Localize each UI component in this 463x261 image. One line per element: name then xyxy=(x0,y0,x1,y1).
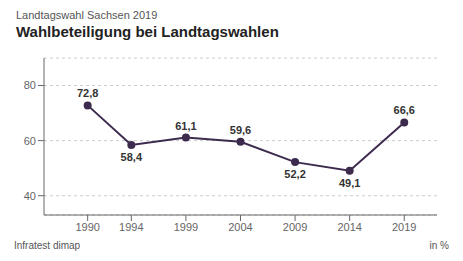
svg-text:59,6: 59,6 xyxy=(230,124,251,136)
svg-text:60: 60 xyxy=(24,135,36,147)
svg-text:80: 80 xyxy=(24,79,36,91)
svg-text:2019: 2019 xyxy=(392,221,416,233)
html-text:Wahlbeteiligung bei Landtagswa: Wahlbeteiligung bei Landtagswahlen xyxy=(16,23,279,40)
svg-text:52,2: 52,2 xyxy=(284,168,305,180)
svg-text:1999: 1999 xyxy=(174,221,198,233)
svg-text:66,6: 66,6 xyxy=(394,104,415,116)
svg-text:40: 40 xyxy=(24,190,36,202)
html-text:Infratest dimap: Infratest dimap xyxy=(14,239,81,251)
svg-text:2004: 2004 xyxy=(228,221,252,233)
svg-text:1994: 1994 xyxy=(119,221,143,233)
html-text:Landtagswahl Sachsen 2019: Landtagswahl Sachsen 2019 xyxy=(16,9,158,21)
svg-text:72,8: 72,8 xyxy=(77,87,98,99)
svg-text:61,1: 61,1 xyxy=(175,120,196,132)
svg-text:58,4: 58,4 xyxy=(121,151,143,163)
html-text:in %: in % xyxy=(429,239,449,251)
svg-text:49,1: 49,1 xyxy=(339,177,360,189)
svg-text:1990: 1990 xyxy=(75,221,99,233)
svg-text:2009: 2009 xyxy=(283,221,307,233)
svg-text:2014: 2014 xyxy=(337,221,361,233)
